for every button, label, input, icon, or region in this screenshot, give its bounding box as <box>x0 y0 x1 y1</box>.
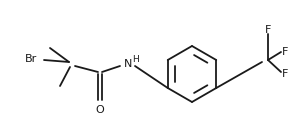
Text: F: F <box>282 47 288 57</box>
Text: O: O <box>96 105 104 115</box>
Text: H: H <box>132 55 139 65</box>
Text: F: F <box>282 69 288 79</box>
Text: N: N <box>124 59 132 69</box>
Text: F: F <box>265 25 271 35</box>
Text: Br: Br <box>25 54 37 64</box>
